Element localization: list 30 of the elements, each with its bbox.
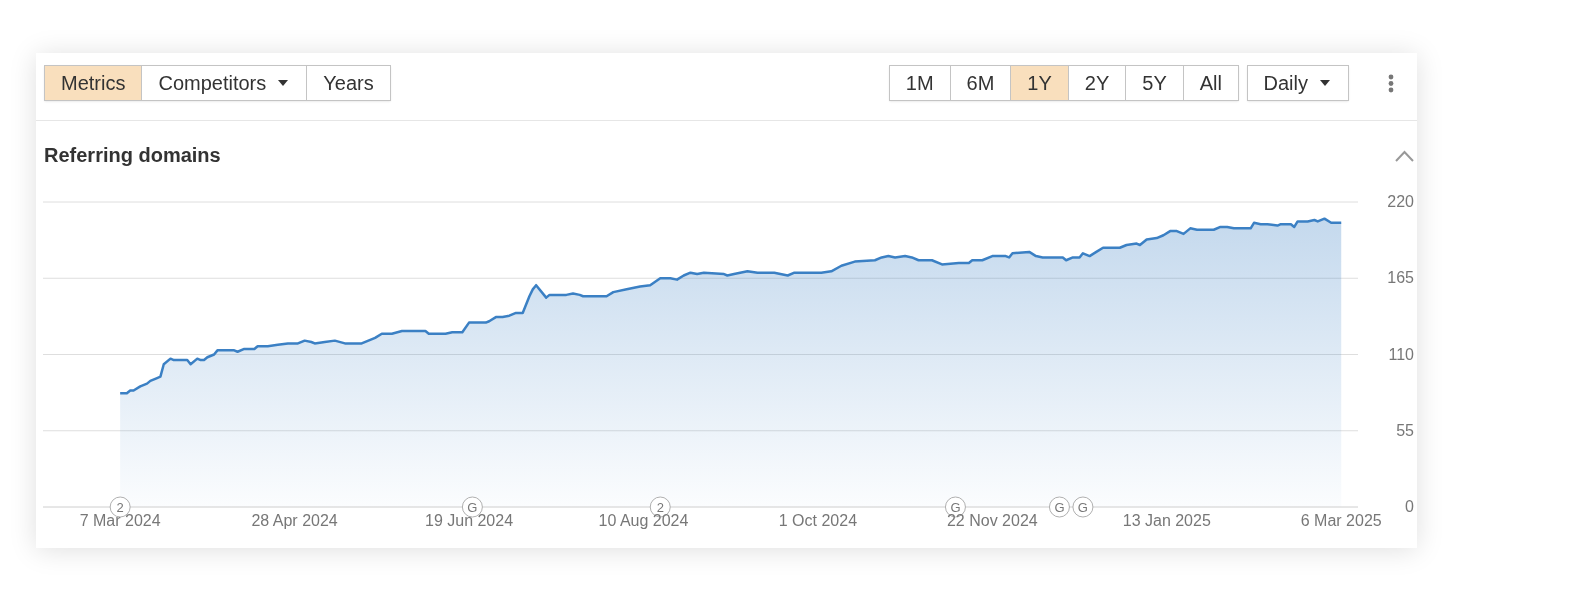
x-tick-label: 22 Nov 2024 [946,512,1038,530]
x-tick-label: 10 Aug 2024 [598,512,689,530]
dropdown-button: Daily [1246,65,1349,101]
x-tick-label: 28 Apr 2024 [251,512,338,530]
x-tick-label: 19 Jun 2024 [424,512,514,530]
toggle-button: 6M [950,65,1012,101]
toggle-button: Metrics [44,65,143,101]
y-tick-label: 165 [1387,269,1415,287]
x-tick-label: 13 Jan 2025 [1122,512,1211,530]
dropdown-button: Competitors [142,65,308,101]
annotation: G [1077,499,1088,515]
x-tick-label: 6 Mar 2025 [1300,512,1382,530]
annotation: G [950,499,961,515]
annotation: 2 [656,499,664,515]
chart-title: Referring domains [44,144,221,167]
y-tick-label: 0 [1405,498,1415,515]
toggle-button: 5Y [1126,65,1184,101]
toggle-button: 1Y [1011,65,1069,101]
annotation: G [1054,499,1065,515]
annotation: 2 [116,499,124,515]
x-tick-label: 7 Mar 2024 [79,512,161,530]
annotation: G [467,499,478,515]
toggle-button: 2Y [1068,65,1127,101]
y-tick-label: 220 [1387,193,1415,210]
toggle-button: All [1183,65,1239,101]
y-tick-label: 55 [1396,421,1415,439]
toggle-button: Years [307,65,391,101]
x-tick-label: 1 Oct 2024 [778,512,858,530]
toggle-button: 1M [888,65,951,101]
y-tick-label: 110 [1388,345,1415,363]
